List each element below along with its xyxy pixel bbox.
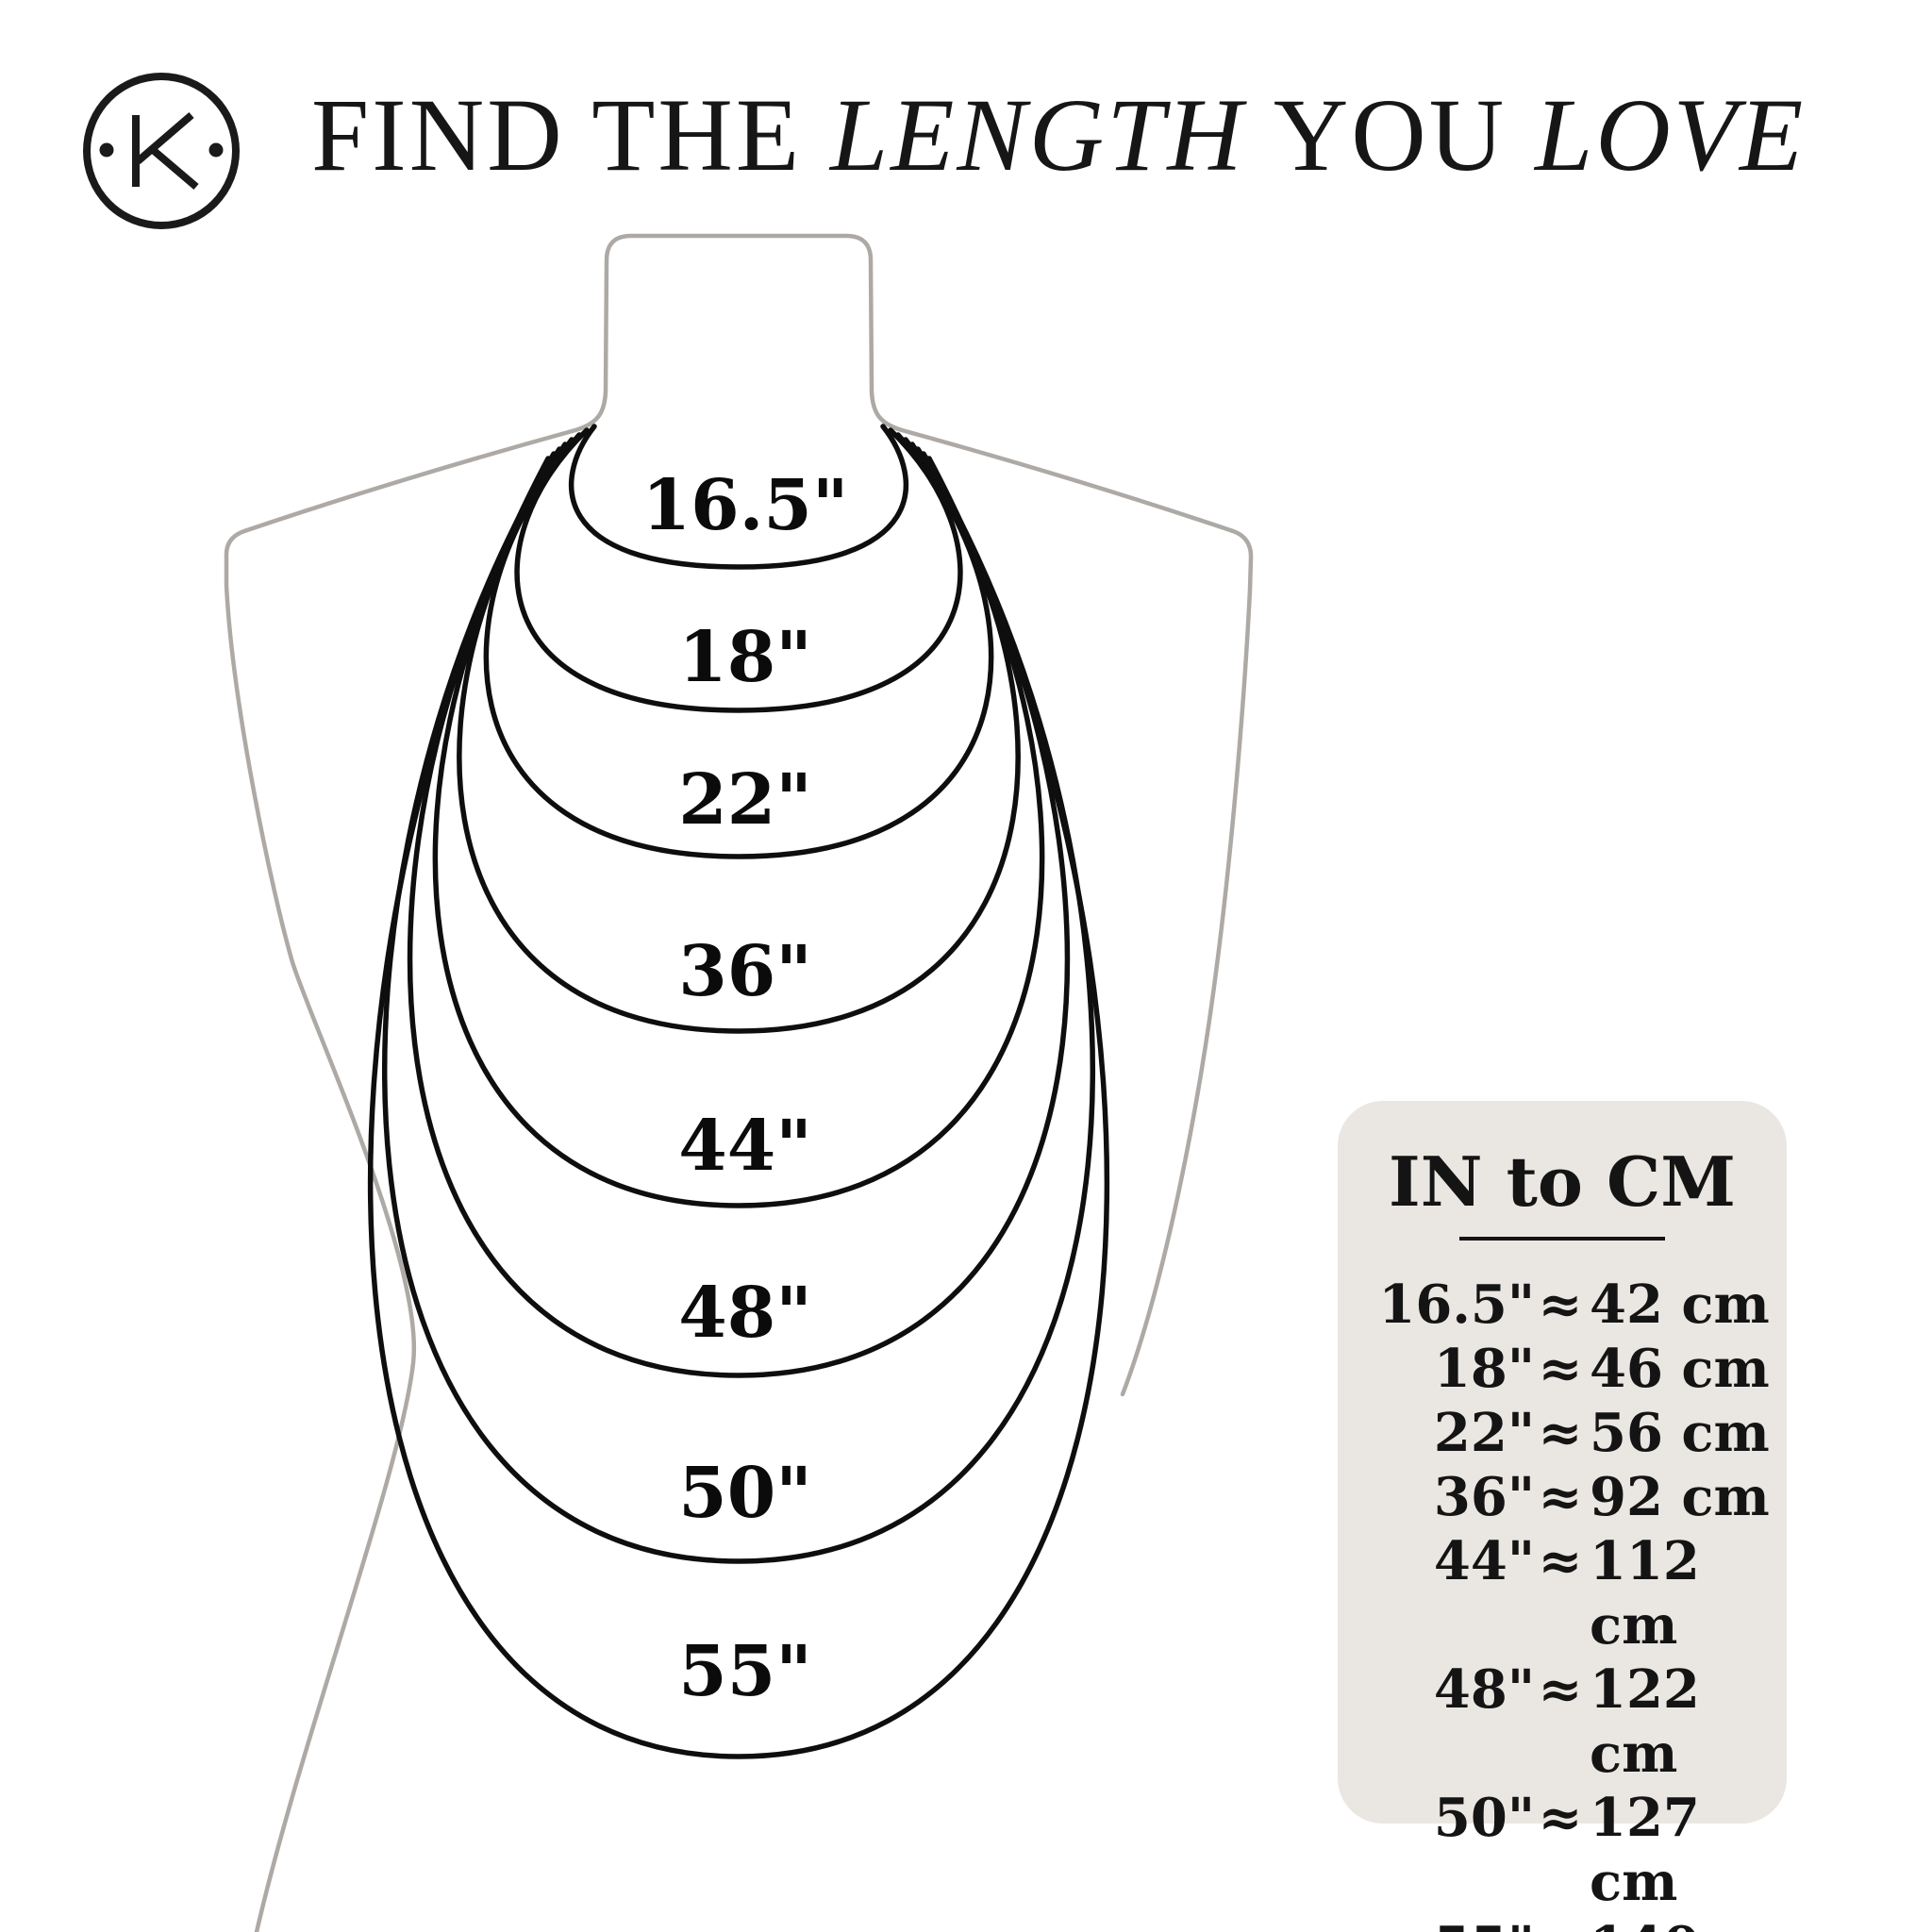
cm-value: 127 cm	[1590, 1787, 1700, 1913]
approx-symbol: ≈	[1538, 1466, 1583, 1528]
conversion-row: 18" ≈46 cm	[1338, 1337, 1787, 1401]
title-word-find-the: FIND THE	[311, 77, 803, 192]
conversion-row: 55"≈140 cm	[1338, 1914, 1787, 1932]
cm-value: 92 cm	[1590, 1466, 1770, 1528]
necklace-strand-55in	[367, 456, 1110, 1759]
title-word-length: LENGTH	[830, 77, 1245, 192]
approx-symbol: ≈	[1538, 1530, 1583, 1592]
necklace-strand-18in	[514, 427, 963, 713]
approx-symbol: ≈	[1538, 1402, 1583, 1464]
inches-value: 44"	[1433, 1530, 1535, 1592]
conversion-row: 44" ≈112 cm	[1338, 1529, 1787, 1657]
size-label-44in: 44"	[678, 1106, 812, 1187]
approx-symbol: ≈	[1538, 1274, 1583, 1336]
size-label-18in: 18"	[678, 617, 812, 698]
conversion-row: 36" ≈92 cm	[1338, 1465, 1787, 1529]
conversion-rows: 16.5" ≈42 cm 18" ≈46 cm 22" ≈56 cm 36" ≈92 c…	[1338, 1273, 1787, 1932]
in-to-cm-panel: IN to CM 16.5" ≈42 cm 18" ≈46 cm 22" ≈56 cm…	[1338, 1101, 1787, 1932]
inches-value: 18"	[1433, 1338, 1535, 1400]
approx-symbol: ≈	[1538, 1658, 1583, 1721]
inches-value: 36"	[1433, 1466, 1535, 1528]
inches-value: 50"	[1433, 1787, 1535, 1849]
logo-letter-k-icon	[132, 111, 199, 191]
inches-value: 16.5"	[1378, 1274, 1535, 1336]
cm-value: 46 cm	[1590, 1338, 1770, 1400]
heading-underline	[1459, 1237, 1665, 1241]
inches-value: 48"	[1433, 1658, 1535, 1721]
panel-heading: IN to CM	[1389, 1141, 1736, 1222]
necklace-strand-48in	[407, 446, 1071, 1378]
cm-value: 112 cm	[1590, 1530, 1700, 1657]
size-label-36in: 36"	[678, 931, 812, 1012]
conversion-row: 16.5" ≈42 cm	[1338, 1273, 1787, 1337]
necklace-strand-44in	[432, 441, 1045, 1208]
conversion-row: 50" ≈127 cm	[1338, 1786, 1787, 1914]
necklace-strand-36in	[457, 437, 1021, 1034]
approx-symbol: ≈	[1538, 1338, 1583, 1400]
brand-logo	[83, 73, 240, 229]
conversion-row: 22" ≈56 cm	[1338, 1401, 1787, 1465]
size-label-22in: 22"	[678, 759, 812, 841]
title-word-love: LOVE	[1535, 77, 1807, 192]
cm-value: 42 cm	[1590, 1274, 1770, 1336]
cm-value: 122 cm	[1590, 1658, 1700, 1785]
size-label-55in: 55"	[678, 1631, 812, 1712]
logo-left-dot	[99, 142, 114, 158]
necklace-strand-22in	[483, 432, 994, 859]
title-word-you: YOU	[1273, 77, 1507, 192]
logo-right-dot	[208, 142, 224, 158]
inches-value: 22"	[1433, 1402, 1535, 1464]
logo-circle	[83, 73, 240, 229]
approx-symbol: ≈	[1538, 1787, 1583, 1849]
inches-value: 55"	[1350, 1914, 1535, 1932]
mannequin-outline	[224, 233, 1254, 1932]
size-label-16.5in: 16.5"	[641, 465, 849, 546]
necklace-strand-16.5in	[569, 424, 908, 570]
cm-value: 56 cm	[1590, 1402, 1770, 1464]
size-label-48in: 48"	[678, 1273, 812, 1354]
page-title: FIND THE LENGTH YOU LOVE	[311, 77, 1803, 192]
cm-value: 140 cm	[1586, 1914, 1774, 1932]
approx-symbol: ≈	[1535, 1914, 1586, 1932]
size-label-50in: 50"	[678, 1453, 812, 1534]
conversion-row: 48" ≈122 cm	[1338, 1657, 1787, 1786]
